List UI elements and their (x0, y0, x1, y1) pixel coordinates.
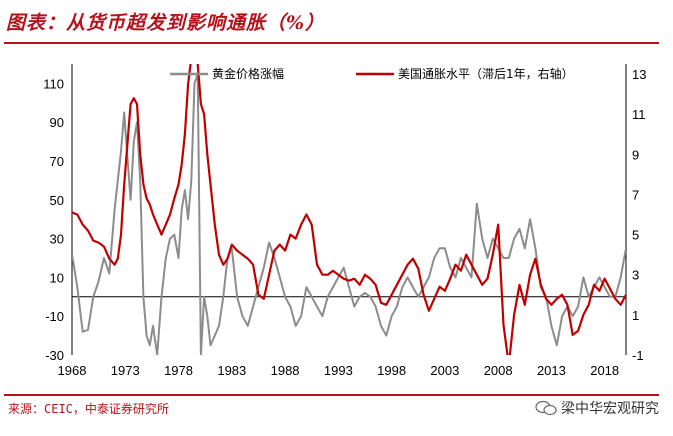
watermark-text: 梁中华宏观研究 (561, 401, 659, 417)
x-tick-label: 2003 (430, 363, 459, 378)
series-line-cpi (72, 64, 626, 355)
footer-divider (4, 394, 659, 396)
x-tick-label: 1993 (324, 363, 353, 378)
x-tick-label: 1978 (164, 363, 193, 378)
title-divider (4, 42, 659, 44)
y-left-tick-label: 50 (50, 193, 64, 208)
x-tick-label: 1998 (377, 363, 406, 378)
watermark: 梁中华宏观研究 (535, 398, 659, 418)
y-right-tick-label: 3 (632, 268, 639, 283)
y-left-tick-label: -10 (45, 309, 64, 324)
x-tick-label: 2008 (484, 363, 513, 378)
y-right-tick-label: 1 (632, 308, 639, 323)
y-right-tick-label: 5 (632, 228, 639, 243)
x-tick-label: 2013 (537, 363, 566, 378)
x-tick-label: 1973 (111, 363, 140, 378)
x-tick-label: 2018 (590, 363, 619, 378)
source-note: 来源：CEIC，中泰证券研究所 (8, 402, 169, 416)
x-tick-label: 1968 (58, 363, 87, 378)
x-tick-label: 1983 (217, 363, 246, 378)
y-left-tick-label: 30 (50, 232, 64, 247)
page-title: 图表：从货币超发到影响通胀（%） (6, 12, 326, 34)
wechat-icon (535, 400, 557, 416)
y-right-tick-label: 7 (632, 187, 639, 202)
y-left-tick-label: -30 (45, 348, 64, 363)
chart-legend: 黄金价格涨幅 美国通胀水平（滞后1年，右轴） (170, 66, 574, 81)
line-chart: 110 90 70 50 30 10 -10 -30 13 11 9 7 5 3 1 -1 1968 1973 19… (43, 64, 646, 378)
chart-axes: 110 90 70 50 30 10 -10 -30 13 11 9 7 5 3 1 -1 1968 1973 19… (43, 64, 646, 378)
y-right-tick-label: 9 (632, 147, 639, 162)
legend-label-gold: 黄金价格涨幅 (212, 66, 284, 81)
y-right-tick-label: 11 (632, 107, 646, 122)
y-left-tick-label: 70 (50, 154, 64, 169)
series-line-gold (72, 72, 626, 355)
y-left-tick-label: 10 (50, 270, 64, 285)
y-left-tick-label: 110 (43, 76, 64, 91)
y-right-tick-label: 13 (632, 67, 646, 82)
x-tick-label: 1988 (271, 363, 300, 378)
y-left-tick-label: 90 (50, 115, 64, 130)
series-layer (72, 64, 626, 355)
legend-label-cpi: 美国通胀水平（滞后1年，右轴） (398, 66, 574, 81)
y-right-tick-label: -1 (632, 348, 644, 363)
